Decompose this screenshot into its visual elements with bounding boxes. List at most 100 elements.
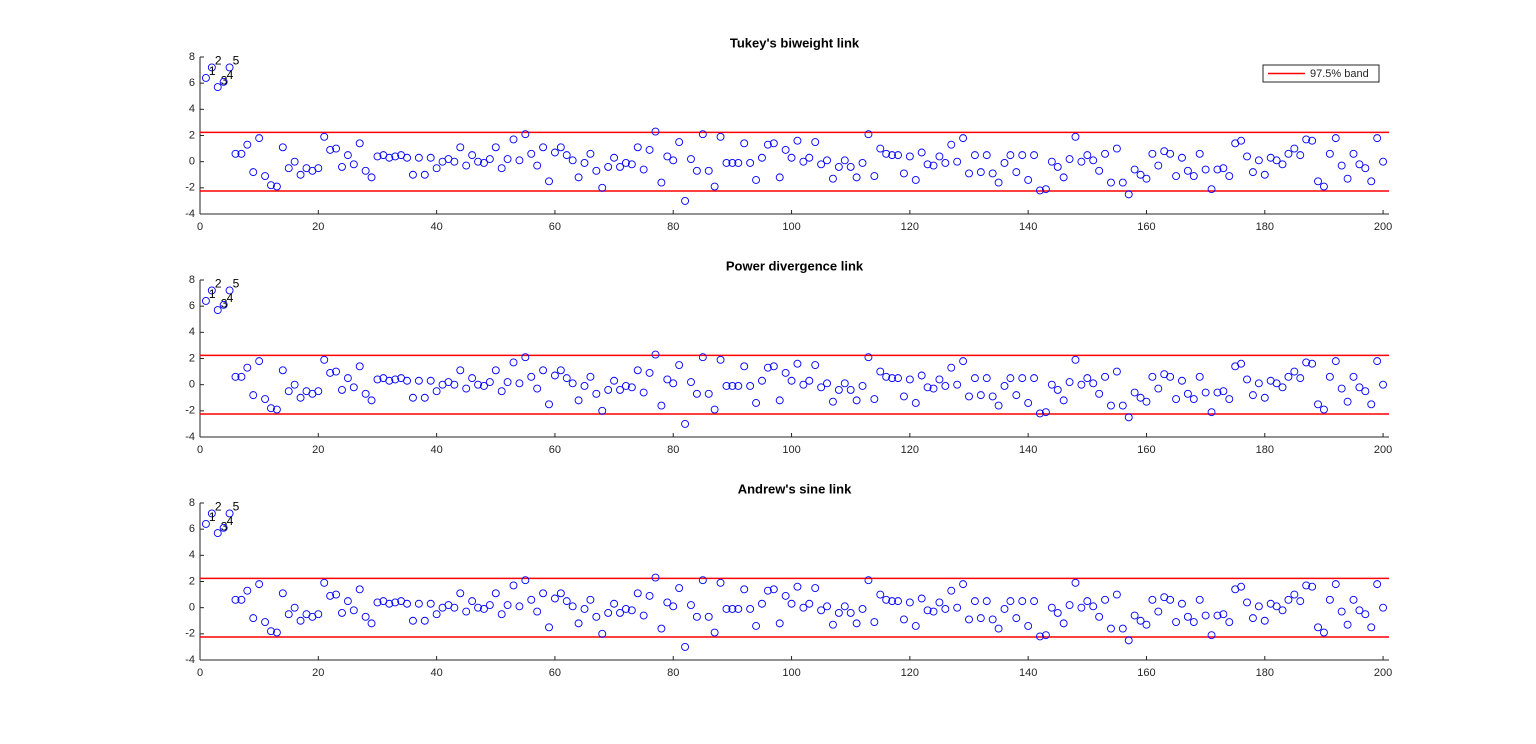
point [793,582,802,591]
point [829,397,837,406]
point [1083,151,1092,160]
point [1024,176,1033,184]
point [1379,380,1388,389]
point [1065,155,1074,164]
point [1154,607,1163,616]
point [1349,149,1358,158]
point [598,406,607,415]
point [1012,391,1021,400]
point [225,63,234,72]
point [574,619,583,628]
point [1272,602,1281,611]
point [935,375,944,384]
point [1183,166,1192,175]
point [462,384,471,393]
point [710,628,719,637]
point [669,602,678,611]
point [420,393,429,402]
y-tick-label: -2 [185,405,195,417]
point [1095,166,1104,175]
point [515,602,524,611]
point [1154,161,1163,170]
x-tick-label: 80 [667,667,679,679]
x-tick-label: 140 [1019,667,1037,679]
point [426,599,435,608]
point [320,355,329,364]
point [846,608,855,617]
point [1361,387,1370,396]
point [1243,375,1251,384]
y-tick-label: 6 [189,77,195,89]
point [1047,603,1056,612]
point [1071,132,1080,141]
point [349,160,358,169]
point [1189,395,1198,404]
point [1012,614,1021,623]
chart-title: Power divergence link [726,258,864,273]
point [645,591,654,600]
point [1036,409,1044,418]
point [586,595,595,604]
point [1077,603,1086,612]
point [616,608,624,617]
point [716,355,725,364]
point [953,603,962,612]
point [657,178,666,187]
point [1183,389,1192,398]
point [267,404,275,413]
point [272,182,281,191]
point [1142,397,1151,406]
point [728,382,737,390]
point-label: 2 [215,54,222,68]
point [899,615,908,624]
point [1178,153,1186,162]
point [1178,599,1186,608]
point [539,589,548,598]
point [545,623,553,632]
point [1030,151,1039,160]
point [1130,165,1139,174]
point [503,378,512,386]
point [267,627,275,636]
point [598,183,607,192]
point [1302,581,1311,590]
point [1207,408,1216,417]
point [201,296,210,305]
point [409,170,417,179]
point [1136,616,1145,625]
point [1331,580,1340,589]
point [1296,597,1305,606]
point [657,624,666,633]
point [1041,631,1050,640]
point [462,607,471,616]
point [1361,610,1370,619]
x-tick-label: 60 [549,667,561,679]
point [1178,376,1186,385]
point [219,300,228,309]
point [1213,165,1222,174]
point [763,586,772,595]
point [953,157,962,166]
point [314,387,323,396]
point [1219,164,1228,173]
point [326,591,335,600]
y-tick-label: -4 [185,431,195,443]
point [823,156,831,165]
point [687,155,695,164]
point [1112,367,1121,376]
point [852,173,861,182]
point [858,382,867,390]
point [888,597,897,606]
y-tick-label: 8 [189,51,195,63]
point [284,387,293,396]
point [858,605,867,613]
point [817,160,826,169]
point [899,169,908,178]
point [556,366,565,375]
point [409,616,417,625]
point [497,387,506,396]
point [1112,590,1121,599]
point [716,132,725,141]
point [491,589,500,598]
point [905,598,914,607]
